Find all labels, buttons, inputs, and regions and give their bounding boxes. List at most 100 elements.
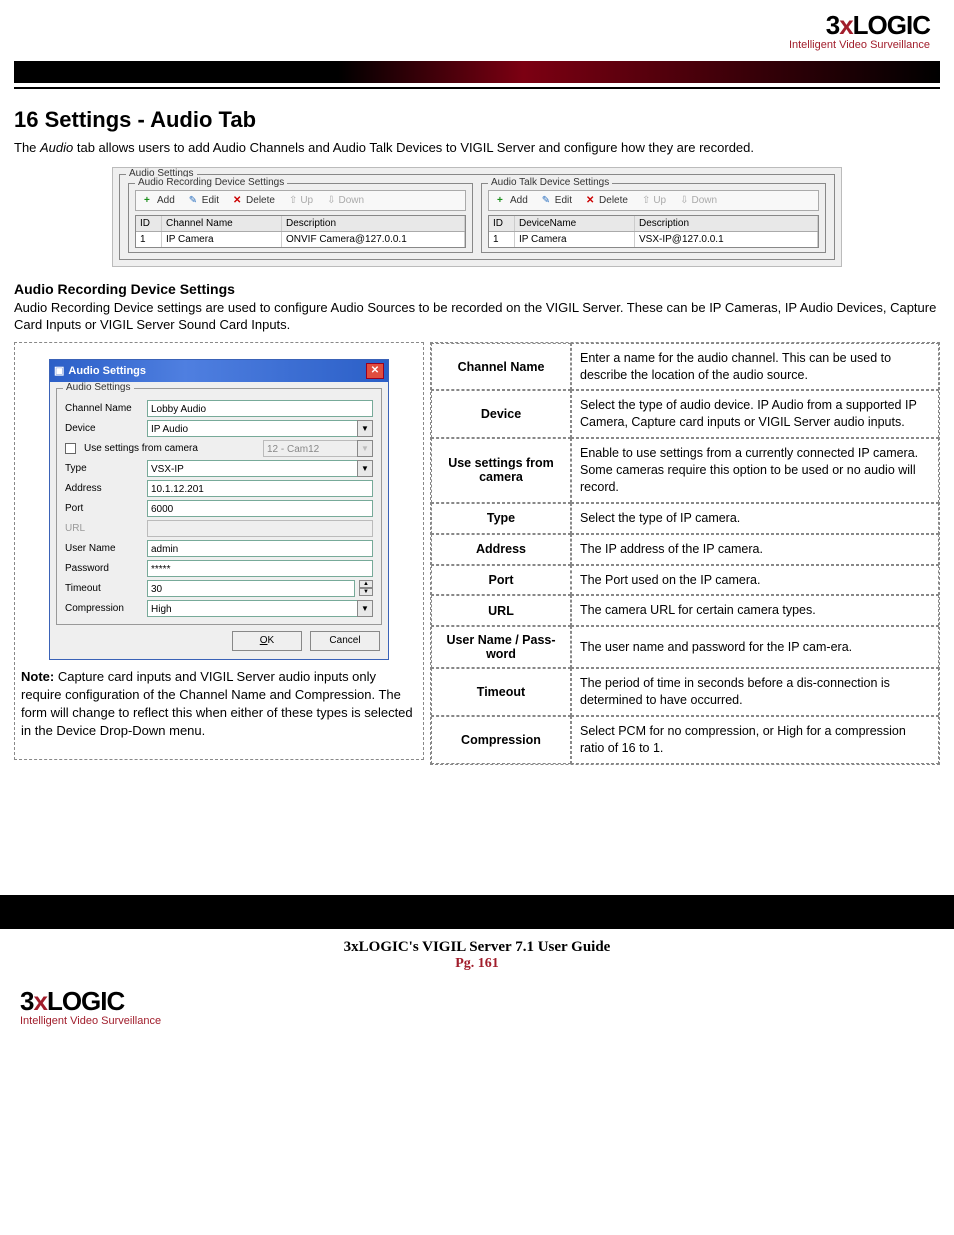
delete-icon: ✕	[586, 195, 596, 205]
port-label: Port	[65, 503, 143, 514]
col-desc: Description	[282, 216, 465, 231]
username-label: User Name	[65, 543, 143, 554]
timeout-input[interactable]: 30	[147, 580, 355, 597]
def-value: Enable to use settings from a currently …	[571, 438, 939, 503]
note-paragraph: Note: Capture card inputs and VIGIL Serv…	[21, 668, 417, 741]
hrule	[14, 87, 940, 89]
def-key: Device	[431, 390, 571, 438]
table-row[interactable]: 1 IP Camera ONVIF Camera@127.0.0.1	[136, 232, 465, 247]
password-label: Password	[65, 563, 143, 574]
subsection-paragraph: Audio Recording Device settings are used…	[14, 299, 940, 334]
def-key: Use settings from camera	[431, 438, 571, 503]
device-select[interactable]: IP Audio	[147, 420, 357, 437]
brand-bottom: 3xLOGIC Intelligent Video Surveillance	[14, 972, 940, 1041]
def-value: The IP address of the IP camera.	[571, 534, 939, 565]
up-button[interactable]: ⇧Up	[636, 193, 672, 208]
compression-label: Compression	[65, 603, 143, 614]
spin-up-icon[interactable]: ▲	[359, 580, 373, 588]
use-settings-camera-select: 12 - Cam12	[263, 440, 357, 457]
up-button[interactable]: ⇧Up	[283, 193, 319, 208]
talk-toolbar: +Add ✎Edit ✕Delete ⇧Up ⇩Down	[488, 190, 819, 211]
talk-grid: ID DeviceName Description 1 IP Camera VS…	[488, 215, 819, 248]
channel-name-input[interactable]: Lobby Audio	[147, 400, 373, 417]
down-button[interactable]: ⇩Down	[674, 193, 723, 208]
chevron-down-icon[interactable]: ▼	[357, 460, 373, 477]
brand-tagline: Intelligent Video Surveillance	[14, 39, 930, 51]
col-desc: Description	[635, 216, 818, 231]
dialog-titlebar[interactable]: ▣ Audio Settings ✕	[50, 360, 388, 382]
def-value: The Port used on the IP camera.	[571, 565, 939, 596]
plus-icon: +	[497, 195, 507, 205]
device-label: Device	[65, 423, 143, 434]
def-key: Port	[431, 565, 571, 596]
chevron-down-icon[interactable]: ▼	[357, 420, 373, 437]
username-input[interactable]: admin	[147, 540, 373, 557]
recording-toolbar: +Add ✎Edit ✕Delete ⇧Up ⇩Down	[135, 190, 466, 211]
audio-settings-dialog: ▣ Audio Settings ✕ Audio Settings Channe…	[49, 359, 389, 660]
black-band	[0, 895, 954, 929]
down-icon: ⇩	[680, 195, 688, 206]
def-value: The user name and password for the IP ca…	[571, 626, 939, 668]
plus-icon: +	[144, 195, 154, 205]
edit-button[interactable]: ✎Edit	[183, 193, 225, 208]
def-key: Timeout	[431, 668, 571, 716]
type-label: Type	[65, 463, 143, 474]
red-band	[14, 61, 940, 83]
footer-page: Pg. 161	[0, 956, 954, 972]
timeout-spinner[interactable]: ▲ ▼	[359, 580, 373, 596]
address-input[interactable]: 10.1.12.201	[147, 480, 373, 497]
url-label: URL	[65, 523, 143, 534]
delete-button[interactable]: ✕Delete	[227, 193, 281, 208]
port-input[interactable]: 6000	[147, 500, 373, 517]
def-value: The period of time in seconds before a d…	[571, 668, 939, 716]
delete-button[interactable]: ✕Delete	[580, 193, 634, 208]
col-name: Channel Name	[162, 216, 282, 231]
dialog-title: Audio Settings	[68, 365, 146, 377]
def-value: The camera URL for certain camera types.	[571, 595, 939, 626]
use-settings-checkbox[interactable]	[65, 443, 76, 454]
timeout-label: Timeout	[65, 583, 143, 594]
def-key: Address	[431, 534, 571, 565]
col-id: ID	[489, 216, 515, 231]
lead-paragraph: The Audio tab allows users to add Audio …	[14, 139, 940, 157]
type-select[interactable]: VSX-IP	[147, 460, 357, 477]
audio-settings-screenshot: Audio Settings Audio Recording Device Se…	[112, 167, 842, 267]
chevron-down-icon[interactable]: ▼	[357, 600, 373, 617]
dialog-fs-legend: Audio Settings	[63, 382, 134, 393]
table-row[interactable]: 1 IP Camera VSX-IP@127.0.0.1	[489, 232, 818, 247]
cancel-button[interactable]: Cancel	[310, 631, 380, 651]
recording-legend: Audio Recording Device Settings	[135, 177, 287, 188]
url-input	[147, 520, 373, 537]
def-key: User Name / Pass-word	[431, 626, 571, 668]
talk-legend: Audio Talk Device Settings	[488, 177, 612, 188]
use-settings-label: Use settings from camera	[84, 443, 259, 454]
def-value: Select PCM for no compression, or High f…	[571, 716, 939, 764]
close-icon[interactable]: ✕	[366, 363, 384, 379]
brand-top: 3xLOGIC Intelligent Video Surveillance	[14, 0, 940, 55]
def-value: Select the type of audio device. IP Audi…	[571, 390, 939, 438]
delete-icon: ✕	[233, 195, 243, 205]
password-input[interactable]: *****	[147, 560, 373, 577]
down-button[interactable]: ⇩Down	[321, 193, 370, 208]
right-cell: Channel NameEnter a name for the audio c…	[430, 342, 940, 765]
col-id: ID	[136, 216, 162, 231]
definitions-table: Channel NameEnter a name for the audio c…	[431, 343, 939, 764]
brand-x: x	[839, 10, 852, 40]
edit-button[interactable]: ✎Edit	[536, 193, 578, 208]
ok-button[interactable]: OK	[232, 631, 302, 651]
edit-icon: ✎	[189, 195, 199, 205]
add-button[interactable]: +Add	[138, 193, 181, 208]
def-key: URL	[431, 595, 571, 626]
down-icon: ⇩	[327, 195, 335, 206]
brand-post: LOGIC	[853, 10, 930, 40]
chevron-down-icon: ▼	[357, 440, 373, 457]
compression-select[interactable]: High	[147, 600, 357, 617]
note-text: Capture card inputs and VIGIL Server aud…	[21, 669, 413, 739]
edit-icon: ✎	[542, 195, 552, 205]
spin-down-icon[interactable]: ▼	[359, 588, 373, 596]
def-key: Channel Name	[431, 343, 571, 391]
add-button[interactable]: +Add	[491, 193, 534, 208]
channel-name-label: Channel Name	[65, 403, 143, 414]
recording-grid: ID Channel Name Description 1 IP Camera …	[135, 215, 466, 248]
col-name: DeviceName	[515, 216, 635, 231]
